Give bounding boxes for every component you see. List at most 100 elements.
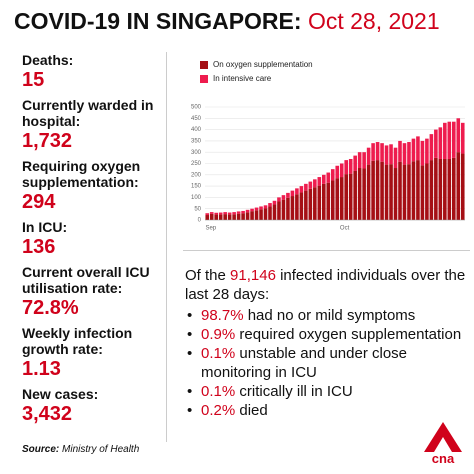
bar [236,211,241,214]
bar [277,197,281,202]
bar [460,153,465,220]
bar [335,178,340,220]
bar [317,177,322,186]
bar [254,207,259,211]
stat-label: Deaths: [22,52,74,68]
bar [348,158,353,174]
bar [245,209,250,213]
bar [330,169,335,181]
bar [353,170,357,220]
bar [295,188,299,195]
bullet: 0.2% died [185,401,470,420]
bar [438,127,443,159]
bar [438,158,443,220]
bar [322,174,326,184]
bullet-list: 98.7% had no or mild symptoms0.9% requir… [185,306,470,420]
bar [366,164,371,220]
bar [375,142,380,161]
bar [393,147,398,169]
bar [371,143,375,161]
bar [407,164,411,220]
source: Source: Ministry of Health [22,444,139,455]
bar [425,138,429,164]
stat-value: 3,432 [22,403,73,425]
bullet-text: unstable and under close monitoring in I… [201,345,407,381]
bar [227,212,232,215]
divider [183,250,470,251]
bar [290,190,295,197]
bar [304,183,308,191]
stat-value: 136 [22,236,56,258]
bar [214,212,218,215]
stat-label: Weekly infection growth rate: [22,325,133,357]
bar [452,157,456,220]
y-tick-label: 200 [191,172,202,178]
y-tick-label: 400 [191,127,202,133]
bar [416,136,420,161]
bar [407,142,411,165]
title-text: COVID-19 IN SINGAPORE: [14,8,302,34]
bar [362,152,366,169]
bar [456,152,461,220]
y-tick-label: 150 [191,184,202,190]
bar [263,208,268,220]
bullet-text: required oxygen supplementation [239,326,462,343]
bar [411,161,416,220]
bar [398,161,402,220]
y-tick-label: 500 [191,105,202,111]
bar [416,160,420,220]
bar [357,168,362,220]
stat-value: 72.8% [22,297,79,319]
title-date: Oct 28, 2021 [307,8,440,34]
bar [348,173,353,220]
bar [272,204,277,220]
title: COVID-19 IN SINGAPORE: Oct 28, 2021 [14,8,440,35]
bar [434,129,438,158]
bullet: 0.1% critically ill in ICU [185,382,470,401]
bar [420,165,425,220]
bullet-pct: 0.1% [201,383,236,400]
bar [245,212,250,220]
bar [313,179,317,188]
bullet-pct: 0.1% [201,345,236,362]
bar [366,147,371,165]
bullet: 98.7% had no or mild symptoms [185,306,470,325]
y-tick-label: 450 [191,116,202,122]
bar [402,164,407,220]
bar [443,122,447,159]
bar [344,160,348,175]
stat-value: 1.13 [22,358,61,380]
logo-mark [424,422,462,452]
bullet-pct: 0.9% [201,326,236,343]
bar [429,134,434,161]
bar [268,206,272,220]
bar [281,195,286,200]
y-tick-label: 0 [198,218,202,224]
bar [214,214,218,220]
bullet-pct: 98.7% [201,307,244,324]
bar [304,190,308,220]
bar [290,196,295,220]
bar [218,212,223,215]
bullet: 0.9% required oxygen supplementation [185,325,470,344]
bar [380,161,384,220]
x-tick-label: Oct [340,226,350,232]
source-text: Ministry of Health [62,444,140,455]
x-tick-label: Sep [205,226,216,232]
stat-label: In ICU: [22,219,68,235]
stat-value: 15 [22,69,45,91]
chart: On oxygen supplementation In intensive ca… [191,60,465,232]
summary-number: 91,146 [230,267,276,284]
bar [250,211,254,220]
source-label: Source: [22,444,60,455]
y-tick-label: 300 [191,150,202,156]
bar [205,215,210,220]
logo: cna [424,422,462,466]
bar [344,174,348,220]
bar [227,214,232,220]
bar [263,205,268,209]
bar [308,188,313,220]
bar [254,210,259,220]
bar [241,213,245,220]
